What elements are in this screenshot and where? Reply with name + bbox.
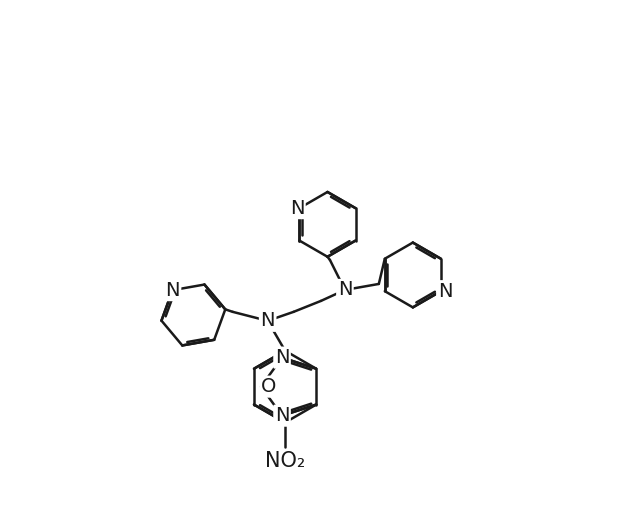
Text: NO₂: NO₂ xyxy=(265,451,305,471)
Text: N: N xyxy=(275,348,289,367)
Text: N: N xyxy=(290,199,304,217)
Text: N: N xyxy=(165,281,180,299)
Text: N: N xyxy=(275,406,289,425)
Text: O: O xyxy=(260,377,276,396)
Text: N: N xyxy=(338,280,352,299)
Text: N: N xyxy=(260,312,275,330)
Text: N: N xyxy=(438,281,452,300)
